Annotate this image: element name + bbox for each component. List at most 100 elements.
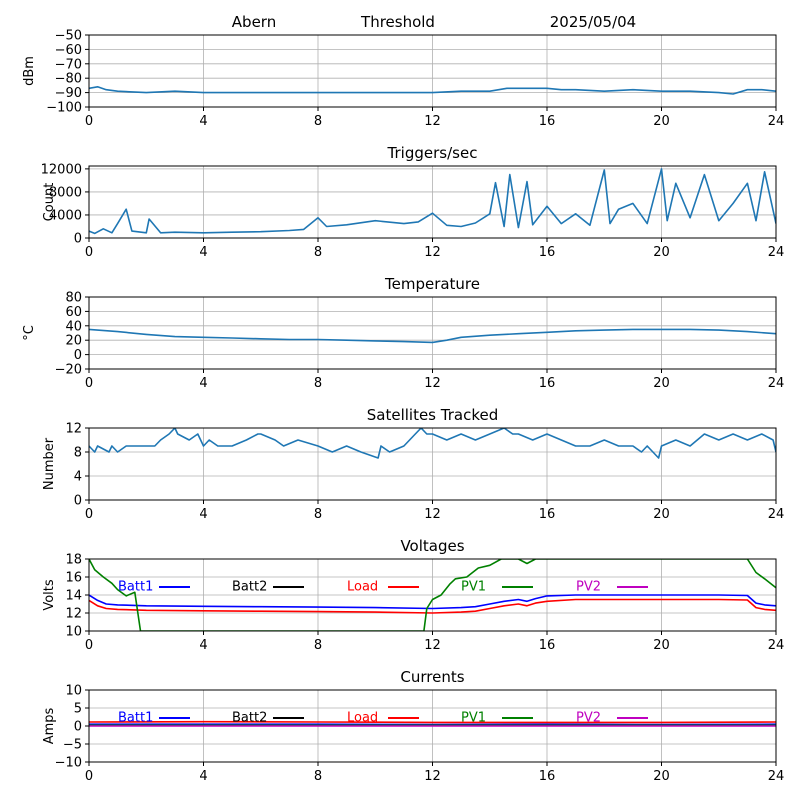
- x-tick-label: 12: [424, 507, 441, 522]
- y-tick-label: 12: [65, 422, 82, 437]
- x-tick-label: 24: [768, 638, 785, 653]
- x-tick-label: 12: [424, 114, 441, 129]
- panel-title: Voltages: [400, 537, 464, 555]
- x-tick-label: 24: [768, 769, 785, 784]
- y-tick-label: −90: [55, 86, 82, 101]
- x-tick-label: 4: [199, 114, 207, 129]
- y-axis-label: Number: [42, 437, 57, 490]
- y-axis-label: Amps: [42, 707, 57, 744]
- legend-label: Batt1: [118, 711, 153, 726]
- x-tick-label: 4: [199, 638, 207, 653]
- x-tick-label: 8: [314, 638, 322, 653]
- y-tick-label: 16: [65, 571, 82, 586]
- y-tick-label: −70: [55, 57, 82, 72]
- panel-1: [85, 166, 776, 242]
- y-tick-label: 0: [74, 232, 82, 247]
- x-tick-label: 20: [653, 114, 670, 129]
- x-tick-label: 4: [199, 245, 207, 260]
- y-tick-label: −100: [46, 101, 82, 116]
- panel-3: [85, 428, 776, 504]
- legend-label: Batt2: [232, 580, 267, 595]
- header-label: Threshold: [360, 13, 435, 31]
- y-tick-label: 0: [74, 494, 82, 509]
- y-tick-label: 10: [65, 684, 82, 699]
- x-tick-label: 0: [85, 114, 93, 129]
- x-tick-label: 0: [85, 245, 93, 260]
- legend-label: PV1: [461, 711, 486, 726]
- header-site: Abern: [232, 13, 276, 31]
- x-tick-label: 12: [424, 245, 441, 260]
- x-tick-label: 8: [314, 114, 322, 129]
- y-axis-label: Volts: [42, 579, 57, 611]
- header-date: 2025/05/04: [550, 13, 636, 31]
- y-tick-label: −5: [63, 738, 82, 753]
- panel-5: [85, 690, 776, 766]
- panel-title: Currents: [400, 668, 464, 686]
- y-tick-label: 8: [74, 446, 82, 461]
- x-tick-label: 8: [314, 769, 322, 784]
- x-tick-label: 4: [199, 507, 207, 522]
- y-tick-label: 12: [65, 607, 82, 622]
- panel-4: [85, 559, 776, 635]
- x-tick-label: 20: [653, 376, 670, 391]
- y-tick-label: 0: [74, 720, 82, 735]
- panel-title: Temperature: [384, 275, 480, 293]
- x-tick-label: 12: [424, 769, 441, 784]
- x-tick-label: 4: [199, 769, 207, 784]
- y-tick-label: 5: [74, 702, 82, 717]
- x-tick-label: 16: [539, 638, 556, 653]
- series-line-5-2: [89, 722, 776, 723]
- x-tick-label: 24: [768, 376, 785, 391]
- panel-title: Triggers/sec: [387, 144, 478, 162]
- legend-label: PV1: [461, 580, 486, 595]
- y-tick-label: 4: [74, 470, 82, 485]
- y-tick-label: −50: [55, 29, 82, 44]
- y-tick-label: 0: [74, 348, 82, 363]
- panel-title: Satellites Tracked: [367, 406, 498, 424]
- legend-label: Load: [347, 580, 378, 595]
- y-tick-label: 20: [65, 334, 82, 349]
- x-tick-label: 20: [653, 769, 670, 784]
- y-tick-label: −10: [55, 756, 82, 771]
- x-tick-label: 20: [653, 638, 670, 653]
- x-tick-label: 8: [314, 507, 322, 522]
- x-tick-label: 24: [768, 114, 785, 129]
- x-tick-label: 0: [85, 507, 93, 522]
- y-tick-label: 80: [65, 291, 82, 306]
- x-tick-label: 12: [424, 376, 441, 391]
- x-tick-label: 16: [539, 376, 556, 391]
- y-axis-label: dBm: [22, 56, 37, 86]
- x-tick-label: 8: [314, 245, 322, 260]
- x-tick-label: 12: [424, 638, 441, 653]
- y-tick-label: −20: [55, 363, 82, 378]
- y-tick-label: 14: [65, 589, 82, 604]
- x-tick-label: 16: [539, 245, 556, 260]
- y-tick-label: −60: [55, 43, 82, 58]
- panel-0: [85, 35, 776, 111]
- x-tick-label: 20: [653, 507, 670, 522]
- legend-label: PV2: [576, 711, 601, 726]
- y-tick-label: −80: [55, 72, 82, 87]
- legend-label: Batt1: [118, 580, 153, 595]
- y-tick-label: 40: [65, 319, 82, 334]
- legend-label: PV2: [576, 580, 601, 595]
- x-tick-label: 0: [85, 638, 93, 653]
- x-tick-label: 20: [653, 245, 670, 260]
- y-tick-label: 60: [65, 305, 82, 320]
- x-tick-label: 16: [539, 507, 556, 522]
- x-tick-label: 16: [539, 769, 556, 784]
- x-tick-label: 8: [314, 376, 322, 391]
- x-tick-label: 0: [85, 769, 93, 784]
- y-tick-label: 12000: [41, 162, 82, 177]
- panel-2: [85, 297, 776, 373]
- x-tick-label: 0: [85, 376, 93, 391]
- x-tick-label: 4: [199, 376, 207, 391]
- x-tick-label: 16: [539, 114, 556, 129]
- y-tick-label: 10: [65, 625, 82, 640]
- y-axis-label: Count: [42, 183, 57, 222]
- x-tick-label: 24: [768, 245, 785, 260]
- x-tick-label: 24: [768, 507, 785, 522]
- y-axis-label: °C: [22, 325, 37, 341]
